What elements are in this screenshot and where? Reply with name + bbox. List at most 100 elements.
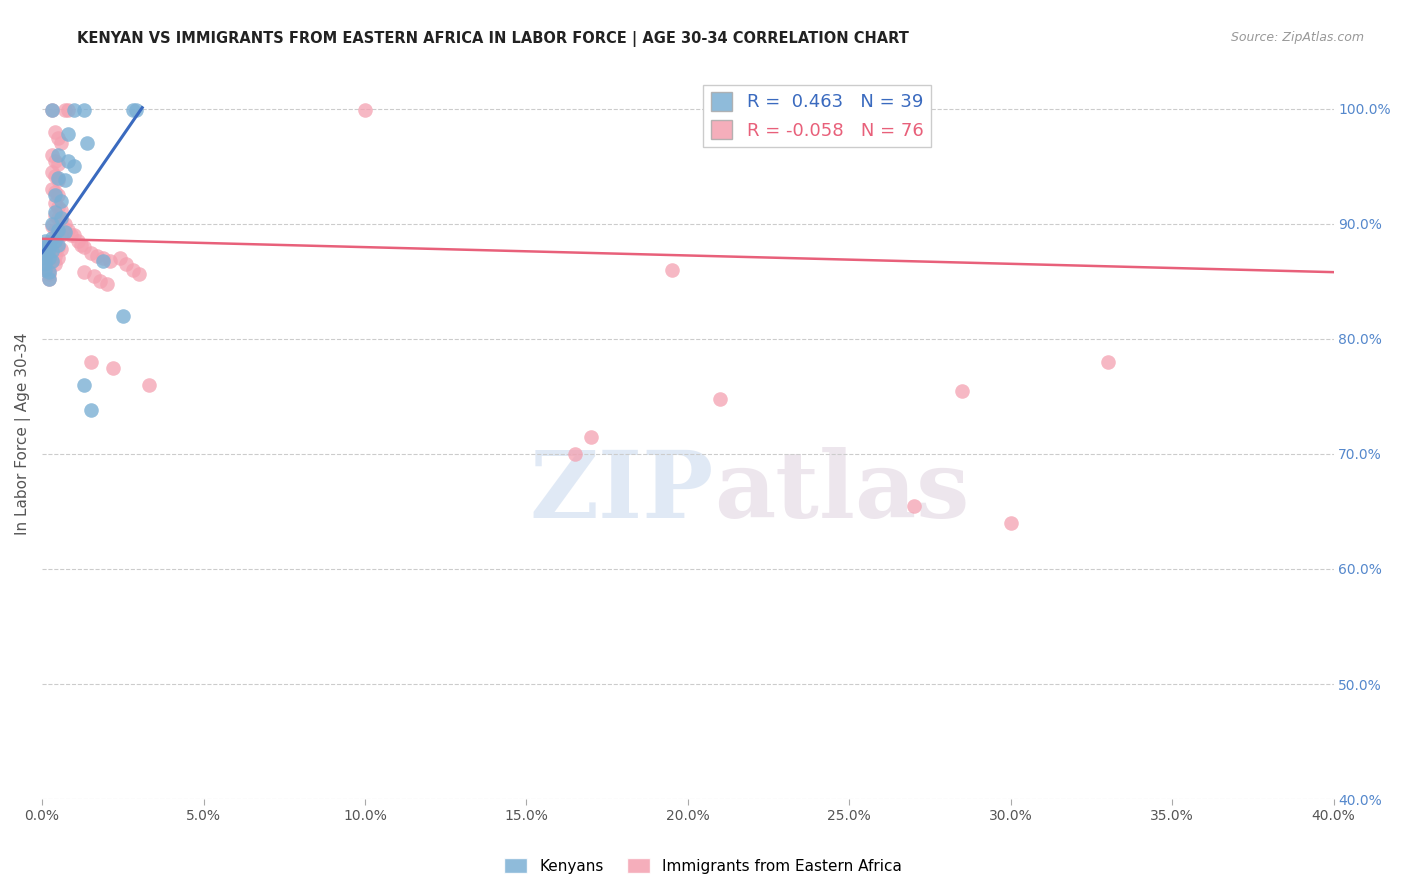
Point (44, 237, 66, 252)
Point (44, 234, 66, 248)
Point (63, 103, 86, 117)
Point (34, 252, 56, 266)
Text: ZIP: ZIP (530, 447, 714, 537)
Point (101, 360, 124, 375)
Point (46, 148, 69, 162)
Point (46, 130, 69, 145)
Point (44, 185, 66, 199)
Point (56, 127, 79, 141)
Point (51, 228, 73, 243)
Point (46, 211, 69, 225)
Point (34, 263, 56, 277)
Point (44, 208, 66, 222)
Point (950, 384, 973, 398)
Point (121, 103, 143, 117)
Point (53, 225, 76, 239)
Point (34, 242, 56, 256)
Point (96, 277, 118, 291)
Point (51, 242, 73, 256)
Point (60, 228, 83, 243)
Point (34, 257, 56, 271)
Point (41, 253, 63, 268)
Point (41, 234, 63, 248)
Point (41, 230, 63, 244)
Point (53, 103, 76, 117)
Point (46, 252, 69, 266)
Point (128, 268, 150, 282)
Point (66, 234, 89, 248)
Point (56, 103, 79, 117)
Point (44, 196, 66, 211)
Point (354, 103, 377, 117)
Point (46, 226, 69, 240)
Point (79, 245, 101, 260)
Point (89, 274, 111, 288)
Point (661, 263, 683, 277)
Point (125, 103, 148, 117)
Point (79, 355, 101, 369)
Point (46, 222, 69, 236)
Point (51, 214, 73, 228)
Point (51, 194, 73, 208)
Point (83, 268, 105, 283)
Point (34, 252, 56, 266)
Point (56, 153, 79, 168)
Point (111, 309, 134, 323)
Point (44, 153, 66, 168)
Point (34, 246, 56, 260)
Point (79, 403, 101, 417)
Point (53, 173, 76, 187)
Point (44, 169, 66, 183)
Point (41, 165, 63, 179)
Point (51, 136, 73, 151)
Point (34, 245, 56, 260)
Point (41, 253, 63, 268)
Point (38, 268, 60, 282)
Point (51, 202, 73, 217)
Point (34, 256, 56, 270)
Point (41, 148, 63, 162)
Point (138, 377, 160, 392)
Text: atlas: atlas (714, 447, 969, 537)
Text: KENYAN VS IMMIGRANTS FROM EASTERN AFRICA IN LABOR FORCE | AGE 30-34 CORRELATION : KENYAN VS IMMIGRANTS FROM EASTERN AFRICA… (77, 31, 910, 47)
Point (73, 103, 96, 117)
Point (51, 211, 73, 225)
Point (44, 257, 66, 271)
Point (44, 188, 66, 202)
Point (34, 237, 56, 252)
Y-axis label: In Labor Force | Age 30-34: In Labor Force | Age 30-34 (15, 333, 31, 535)
Point (93, 252, 115, 266)
Point (44, 125, 66, 139)
Point (38, 252, 60, 266)
Point (44, 222, 66, 236)
Point (73, 240, 96, 254)
Point (34, 240, 56, 254)
Point (38, 263, 60, 277)
Point (46, 237, 69, 252)
Point (709, 392, 731, 406)
Point (73, 265, 96, 279)
Point (121, 263, 143, 277)
Point (73, 377, 96, 392)
Point (38, 252, 60, 266)
Text: Source: ZipAtlas.com: Source: ZipAtlas.com (1230, 31, 1364, 45)
Point (63, 228, 86, 243)
Point (38, 265, 60, 279)
Point (38, 272, 60, 286)
Point (1000, 516, 1022, 530)
Point (41, 219, 63, 234)
Legend: R =  0.463   N = 39, R = -0.058   N = 76: R = 0.463 N = 39, R = -0.058 N = 76 (703, 85, 931, 147)
Point (579, 430, 602, 444)
Point (38, 242, 60, 256)
Point (1097, 355, 1119, 369)
Legend: Kenyans, Immigrants from Eastern Africa: Kenyans, Immigrants from Eastern Africa (498, 852, 908, 880)
Point (46, 173, 69, 187)
Point (44, 205, 66, 219)
Point (108, 252, 131, 266)
Point (41, 103, 63, 117)
Point (34, 234, 56, 248)
Point (903, 499, 925, 513)
Point (46, 157, 69, 171)
Point (564, 447, 586, 461)
Point (86, 249, 108, 263)
